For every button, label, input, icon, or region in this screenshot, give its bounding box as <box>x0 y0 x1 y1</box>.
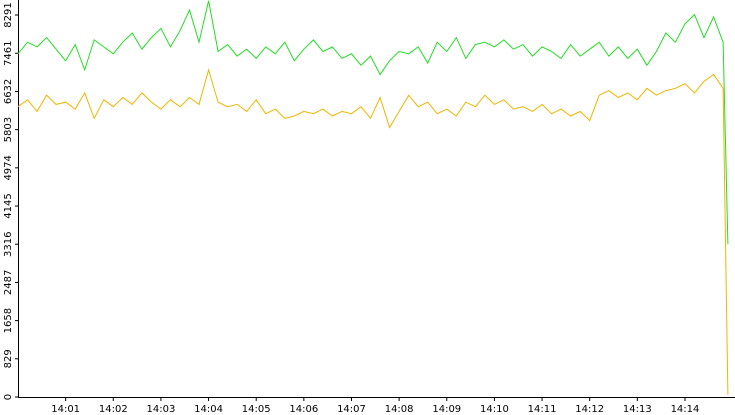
x-tick-label: 14:05 <box>242 404 271 415</box>
x-tick-label: 14:11 <box>528 404 557 415</box>
x-tick-label: 14:14 <box>671 404 700 415</box>
x-tick-label: 14:07 <box>337 404 366 415</box>
x-tick-label: 14:02 <box>99 404 128 415</box>
x-tick-label: 14:04 <box>194 404 223 415</box>
x-tick-label: 14:10 <box>480 404 509 415</box>
x-tick-label: 14:09 <box>432 404 461 415</box>
y-tick-label: 4974 <box>3 155 14 180</box>
series-line <box>17 68 729 395</box>
y-tick-label: 829 <box>3 349 14 368</box>
y-tick-label: 6632 <box>3 79 14 104</box>
x-tick-label: 14:01 <box>51 404 80 415</box>
y-tick-label: 5803 <box>3 117 14 142</box>
y-tick-label: 0 <box>3 394 14 400</box>
x-tick-label: 14:06 <box>289 404 318 415</box>
y-tick-label: 8291 <box>3 2 14 27</box>
x-tick-label: 14:08 <box>385 404 414 415</box>
x-tick-label: 14:13 <box>623 404 652 415</box>
y-tick-label: 7461 <box>3 41 14 66</box>
series-line <box>17 0 729 245</box>
y-tick-label: 4145 <box>3 193 14 218</box>
y-tick-label: 2487 <box>3 270 14 295</box>
y-tick-label: 3316 <box>3 231 14 256</box>
x-tick-label: 14:12 <box>575 404 604 415</box>
y-tick-label: 1658 <box>3 308 14 333</box>
x-tick-label: 14:03 <box>147 404 176 415</box>
